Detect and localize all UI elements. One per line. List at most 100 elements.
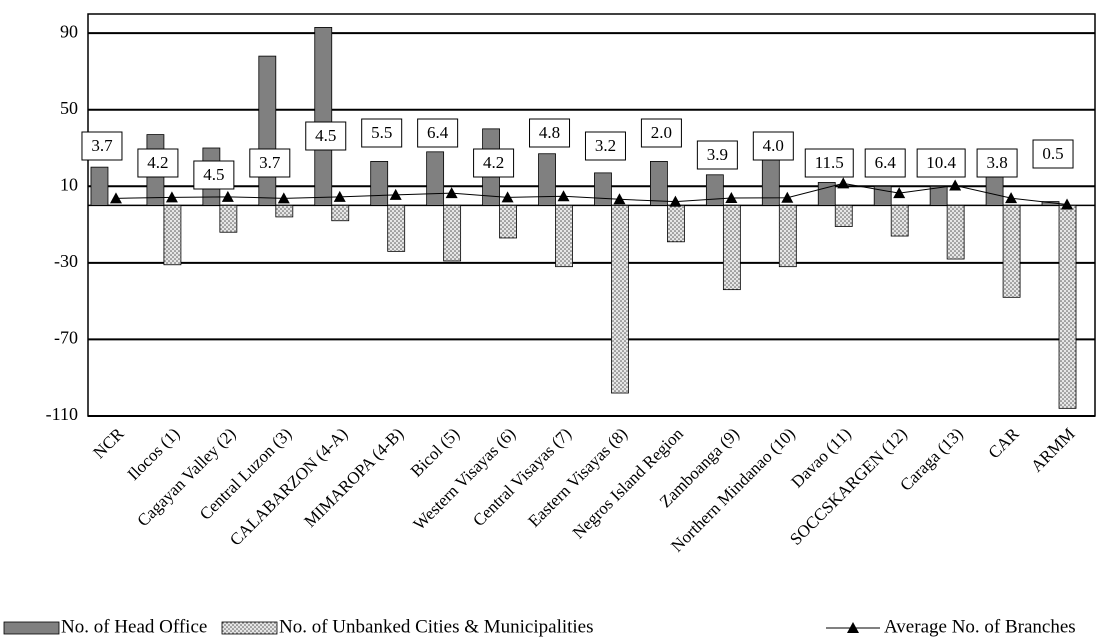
marker (781, 191, 794, 203)
bar (1058, 205, 1077, 409)
bar (219, 205, 238, 233)
data-label: 4.8 (539, 123, 560, 142)
bar (443, 205, 462, 262)
data-label: 4.2 (483, 153, 504, 172)
line (115, 182, 1068, 205)
y-tick-label: -30 (54, 251, 78, 271)
data-label: 2.0 (651, 123, 672, 142)
bar (426, 151, 445, 206)
marker (1061, 198, 1074, 210)
legend-label: No. of Head Office (61, 616, 207, 637)
bar (705, 174, 724, 206)
data-label: 4.2 (147, 153, 168, 172)
data-label-box (249, 148, 291, 178)
data-label: 6.4 (427, 123, 449, 142)
x-tick-label: ARMM (1027, 424, 1079, 476)
x-tick-label: NCR (89, 424, 128, 463)
y-tick-label: -110 (46, 404, 78, 424)
legend-swatch (3, 621, 60, 635)
marker (221, 190, 234, 202)
bar (1002, 205, 1021, 298)
data-label: 4.5 (315, 126, 336, 145)
bar (929, 185, 948, 206)
data-label-box (696, 140, 738, 170)
y-tick-label: -70 (54, 328, 78, 348)
bar (331, 205, 350, 222)
bar (985, 172, 1004, 206)
data-label: 3.2 (595, 136, 616, 155)
marker (277, 192, 290, 204)
marker (165, 191, 178, 203)
x-tick-label: Bicol (5) (407, 424, 464, 481)
legend-swatch (847, 622, 859, 633)
data-label: 4.5 (203, 165, 224, 184)
y-tick-label: 50 (60, 98, 78, 118)
bar (258, 55, 277, 206)
bar (555, 205, 573, 268)
marker (109, 192, 122, 204)
marker (445, 187, 458, 199)
bar (370, 160, 389, 206)
bar (314, 26, 333, 206)
data-label-box (193, 160, 235, 190)
bar (834, 205, 853, 227)
plot-area (87, 13, 1096, 417)
data-label-box (417, 118, 459, 148)
data-label: 3.9 (707, 145, 728, 164)
data-label: 10.4 (926, 153, 956, 172)
legend-label: Average No. of Branches (884, 616, 1076, 637)
data-label-box (1032, 139, 1074, 169)
marker (949, 179, 962, 191)
data-label: 3.7 (91, 136, 113, 155)
data-label-box (864, 148, 906, 178)
data-label: 0.5 (1042, 144, 1063, 163)
x-tick-label: Western Visayas (6) (410, 424, 520, 534)
x-tick-label: MIMAROPA (4-B) (300, 424, 407, 531)
bar (611, 205, 629, 394)
x-tick-label: Eastern Visayas (8) (524, 424, 631, 531)
data-label-box (361, 118, 403, 148)
data-label-box (473, 148, 515, 178)
marker (501, 191, 514, 203)
marker (389, 188, 402, 200)
marker (837, 177, 850, 189)
bar (499, 205, 517, 239)
data-label-box (305, 121, 347, 151)
bar (163, 205, 182, 266)
bar (667, 205, 685, 243)
data-label-box (137, 148, 179, 178)
data-label: 3.7 (259, 153, 281, 172)
data-label: 3.8 (986, 153, 1007, 172)
data-label: 6.4 (875, 153, 897, 172)
bar (817, 182, 836, 206)
bar (538, 153, 556, 206)
bar (90, 166, 109, 206)
bar (946, 205, 965, 260)
data-label-box (529, 118, 571, 148)
marker (557, 190, 570, 202)
marker (893, 187, 906, 199)
y-tick-label: 90 (60, 21, 78, 41)
data-label-box (640, 118, 682, 148)
marker (333, 190, 346, 202)
data-label: 11.5 (815, 153, 844, 172)
bar (778, 205, 797, 268)
marker (613, 193, 626, 205)
data-label-box (976, 148, 1018, 178)
bar (387, 205, 406, 252)
marker (1005, 192, 1018, 204)
bar (594, 172, 612, 206)
x-tick-label: Cagayan Valley (2) (133, 424, 239, 530)
data-label-box (804, 148, 854, 178)
x-tick-label: Central Visayas (7) (469, 424, 575, 530)
marker (725, 191, 738, 203)
legend-swatch (221, 621, 278, 635)
bar (890, 205, 909, 237)
bar (275, 205, 294, 218)
data-label-box (81, 131, 123, 161)
marker (669, 195, 682, 207)
data-label-box (752, 131, 794, 161)
data-label-box (916, 148, 966, 178)
data-label: 5.5 (371, 123, 392, 142)
